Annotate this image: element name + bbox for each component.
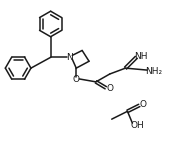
Text: O: O <box>140 100 147 109</box>
Text: O: O <box>106 84 113 93</box>
Text: O: O <box>73 75 80 84</box>
Text: OH: OH <box>130 121 144 130</box>
Text: N: N <box>66 53 73 62</box>
Text: NH₂: NH₂ <box>146 67 163 76</box>
Text: NH: NH <box>135 52 148 61</box>
